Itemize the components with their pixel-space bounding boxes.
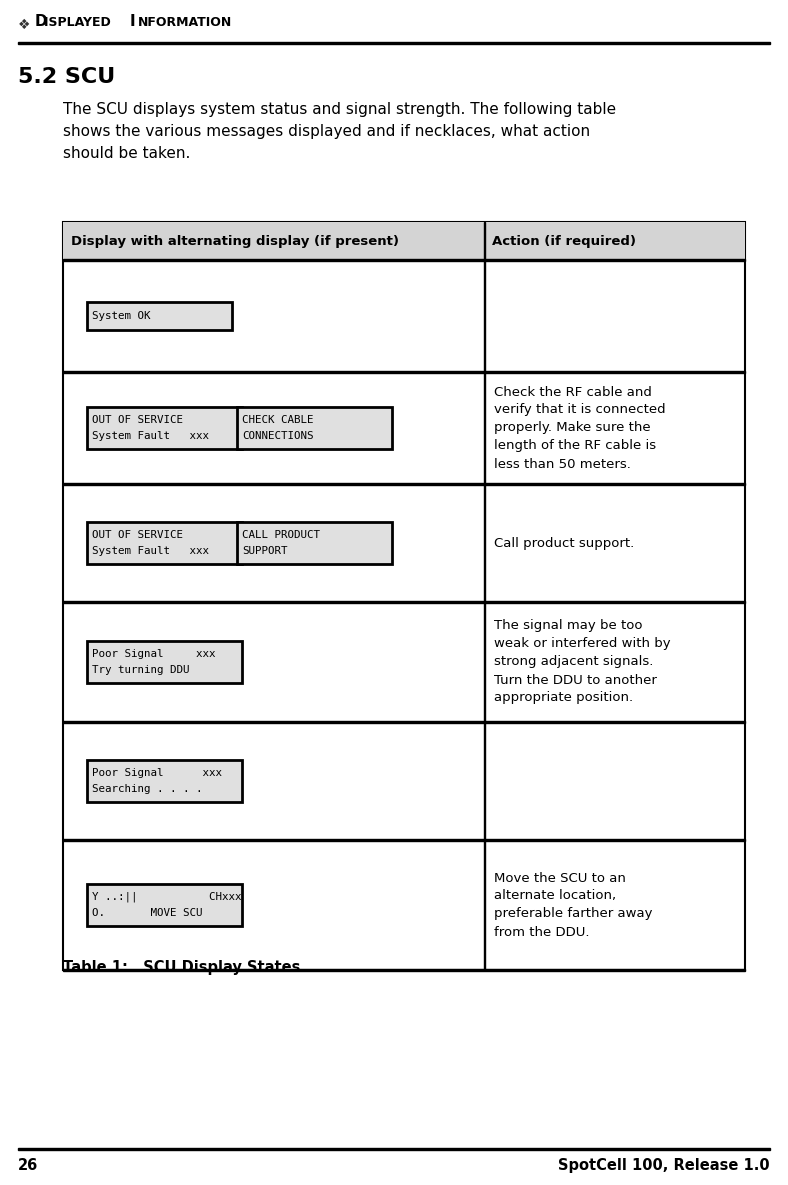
Text: Poor Signal      xxx: Poor Signal xxx bbox=[92, 768, 222, 779]
Text: System Fault   xxx: System Fault xxx bbox=[92, 431, 209, 441]
Text: CALL PRODUCT: CALL PRODUCT bbox=[242, 530, 320, 540]
Text: I: I bbox=[130, 14, 136, 28]
Bar bbox=[18, 41, 770, 44]
Text: The signal may be too
weak or interfered with by
strong adjacent signals.
Turn t: The signal may be too weak or interfered… bbox=[495, 620, 671, 705]
Bar bbox=[87, 406, 242, 449]
Bar bbox=[87, 760, 242, 802]
Bar bbox=[63, 483, 745, 485]
Bar bbox=[484, 602, 485, 722]
Text: CHECK CABLE: CHECK CABLE bbox=[242, 415, 314, 425]
Bar bbox=[484, 260, 485, 372]
Bar bbox=[63, 371, 745, 372]
Bar bbox=[63, 222, 745, 971]
Bar bbox=[87, 302, 232, 329]
Text: OUT OF SERVICE: OUT OF SERVICE bbox=[92, 415, 183, 425]
Text: Check the RF cable and
verify that it is connected
properly. Make sure the
lengt: Check the RF cable and verify that it is… bbox=[495, 385, 666, 470]
Text: The SCU displays system status and signal strength. The following table
shows th: The SCU displays system status and signa… bbox=[63, 102, 616, 161]
Bar bbox=[237, 406, 392, 449]
Bar bbox=[63, 720, 745, 723]
Text: SpotCell 100, Release 1.0: SpotCell 100, Release 1.0 bbox=[559, 1158, 770, 1173]
Text: Table 1:   SCU Display States: Table 1: SCU Display States bbox=[63, 960, 300, 975]
Text: System Fault   xxx: System Fault xxx bbox=[92, 546, 209, 556]
Bar bbox=[484, 483, 485, 602]
Bar bbox=[484, 222, 485, 260]
Text: D: D bbox=[35, 14, 47, 28]
Bar bbox=[237, 523, 392, 564]
Bar bbox=[484, 840, 485, 971]
Bar bbox=[63, 969, 745, 971]
Bar bbox=[87, 641, 242, 683]
Bar bbox=[63, 222, 745, 260]
Text: Action (if required): Action (if required) bbox=[492, 235, 637, 248]
Text: Call product support.: Call product support. bbox=[495, 537, 634, 550]
Bar bbox=[87, 523, 242, 564]
Text: SUPPORT: SUPPORT bbox=[242, 546, 288, 556]
Bar bbox=[63, 839, 745, 840]
Text: Y ..:||           CHxxx: Y ..:|| CHxxx bbox=[92, 892, 241, 902]
Text: Move the SCU to an
alternate location,
preferable farther away
from the DDU.: Move the SCU to an alternate location, p… bbox=[495, 871, 653, 939]
Text: NFORMATION: NFORMATION bbox=[138, 17, 232, 28]
Bar bbox=[63, 260, 745, 261]
Text: Searching . . . .: Searching . . . . bbox=[92, 784, 203, 794]
Bar bbox=[484, 722, 485, 840]
Text: Display with alternating display (if present): Display with alternating display (if pre… bbox=[71, 235, 399, 248]
Text: Try turning DDU: Try turning DDU bbox=[92, 665, 189, 675]
Text: O.       MOVE SCU: O. MOVE SCU bbox=[92, 908, 203, 918]
Bar bbox=[18, 1148, 770, 1149]
Bar bbox=[87, 884, 242, 925]
Text: 26: 26 bbox=[18, 1158, 39, 1173]
Bar bbox=[484, 372, 485, 483]
Text: 5.2 SCU: 5.2 SCU bbox=[18, 68, 115, 87]
Bar bbox=[63, 601, 745, 602]
Text: OUT OF SERVICE: OUT OF SERVICE bbox=[92, 530, 183, 540]
Text: CONNECTIONS: CONNECTIONS bbox=[242, 431, 314, 441]
Text: ISPLAYED: ISPLAYED bbox=[44, 17, 115, 28]
Text: Poor Signal     xxx: Poor Signal xxx bbox=[92, 649, 215, 659]
Text: ❖: ❖ bbox=[18, 18, 31, 32]
Text: System OK: System OK bbox=[92, 310, 151, 321]
